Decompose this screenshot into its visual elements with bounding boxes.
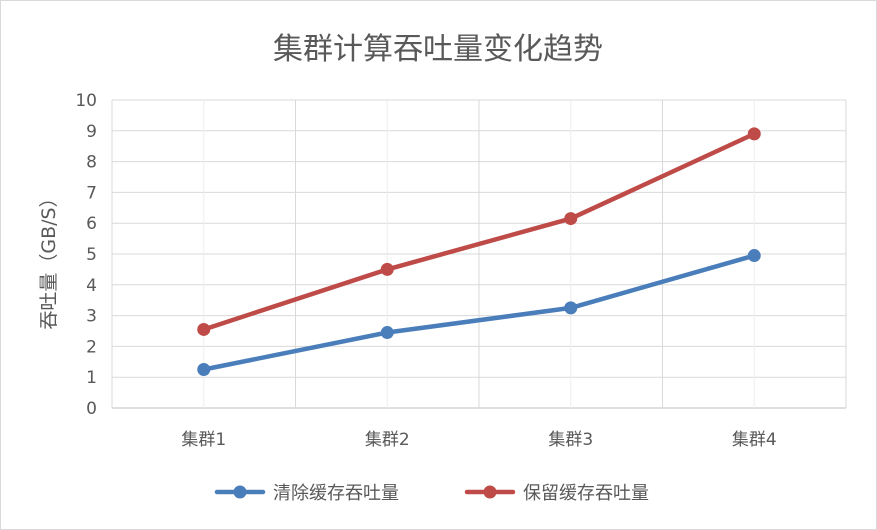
y-axis-title: 吞吐量（GB/S）	[38, 188, 60, 329]
data-point	[564, 301, 578, 315]
data-point	[564, 212, 578, 226]
grid	[111, 99, 847, 409]
y-tick-label: 10	[75, 91, 97, 111]
series-line	[201, 131, 757, 332]
legend-label: 保留缓存吞吐量	[523, 483, 649, 504]
x-tick-label: 集群4	[732, 430, 777, 450]
legend-label: 清除缓存吞吐量	[273, 483, 399, 504]
series-group	[197, 127, 761, 336]
data-point	[197, 322, 211, 336]
chart-title: 集群计算吞吐量变化趋势	[273, 32, 603, 67]
data-point	[380, 262, 394, 276]
x-tick-label: 集群3	[548, 430, 593, 450]
y-tick-label: 5	[86, 245, 97, 265]
y-tick-label: 0	[86, 399, 97, 419]
y-tick-label: 6	[86, 214, 97, 234]
y-tick-label: 9	[86, 122, 97, 142]
y-tick-label: 3	[86, 307, 97, 327]
legend: 清除缓存吞吐量 保留缓存吞吐量	[214, 483, 649, 504]
axis-ticks: 0 1 2 3 4 5 6 7 8 9 10 集群1 集群2 集群3 集群4	[75, 91, 776, 450]
y-tick-label: 7	[86, 183, 97, 203]
y-tick-label: 1	[86, 368, 97, 388]
data-point	[197, 363, 211, 376]
x-tick-label: 集群2	[365, 430, 410, 450]
x-tick-label: 集群1	[181, 430, 226, 450]
y-tick-label: 2	[86, 337, 97, 357]
data-point	[747, 127, 761, 141]
series	[197, 127, 761, 376]
series-line	[201, 253, 757, 372]
y-tick-label: 8	[86, 153, 97, 173]
series-group	[197, 249, 761, 376]
y-tick-label: 4	[86, 276, 97, 296]
data-point	[380, 326, 394, 340]
legend-marker	[233, 485, 247, 499]
legend-marker	[483, 485, 497, 499]
data-point	[747, 249, 761, 263]
